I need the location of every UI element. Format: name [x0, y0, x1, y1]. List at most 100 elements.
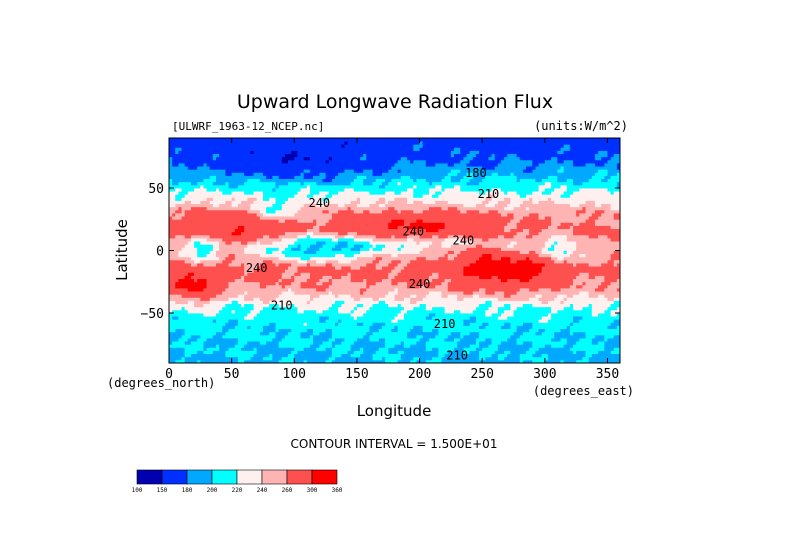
heatmap-cell — [385, 316, 389, 320]
heatmap-cell — [178, 288, 182, 292]
heatmap-cell — [250, 259, 254, 264]
heatmap-cell — [325, 253, 330, 258]
heatmap-cell — [306, 356, 311, 361]
heatmap-cell — [284, 259, 289, 264]
heatmap-cell — [469, 328, 474, 333]
heatmap-cell — [209, 256, 214, 261]
heatmap-cell — [234, 272, 239, 276]
heatmap-cell — [372, 316, 377, 320]
heatmap-cell — [360, 269, 364, 273]
heatmap-cell — [538, 263, 543, 267]
heatmap-cell — [394, 300, 399, 305]
heatmap-cell — [576, 313, 580, 317]
heatmap-cell — [338, 356, 342, 361]
heatmap-cell — [535, 266, 539, 270]
heatmap-cell — [222, 341, 226, 345]
heatmap-cell — [422, 256, 427, 261]
heatmap-cell — [334, 284, 339, 289]
heatmap-cell — [241, 338, 245, 342]
heatmap-cell — [541, 256, 546, 261]
heatmap-cell — [447, 269, 452, 273]
heatmap-cell — [175, 313, 179, 317]
heatmap-cell — [497, 356, 502, 361]
heatmap-cell — [488, 306, 492, 311]
heatmap-cell — [328, 359, 333, 364]
heatmap-cell — [234, 313, 239, 317]
heatmap-cell — [325, 291, 330, 295]
heatmap-cell — [247, 353, 251, 358]
heatmap-cell — [275, 281, 280, 286]
heatmap-cell — [541, 353, 546, 358]
heatmap-cell — [469, 253, 474, 258]
heatmap-cell — [187, 278, 192, 283]
heatmap-cell — [454, 325, 458, 330]
heatmap-cell — [441, 347, 446, 351]
heatmap-cell — [488, 356, 492, 361]
heatmap-cell — [463, 350, 467, 355]
heatmap-cell — [356, 356, 361, 361]
heatmap-cell — [369, 275, 373, 280]
heatmap-cell — [444, 353, 449, 358]
heatmap-cell — [237, 325, 242, 330]
heatmap-cell — [247, 334, 251, 339]
heatmap-cell — [403, 284, 408, 289]
heatmap-cell — [579, 316, 583, 320]
heatmap-cell — [203, 319, 207, 323]
heatmap-cell — [601, 316, 605, 320]
heatmap-cell — [291, 334, 295, 339]
heatmap-cell — [322, 259, 326, 264]
heatmap-cell — [378, 259, 383, 264]
heatmap-cell — [388, 359, 392, 364]
heatmap-cell — [369, 294, 373, 298]
heatmap-cell — [576, 353, 580, 358]
heatmap-cell — [475, 334, 480, 339]
heatmap-cell — [413, 278, 417, 283]
heatmap-cell — [601, 344, 605, 348]
heatmap-cell — [535, 256, 539, 261]
heatmap-cell — [313, 316, 317, 320]
heatmap-cell — [278, 313, 283, 317]
heatmap-cell — [206, 359, 211, 364]
heatmap-cell — [513, 319, 518, 323]
heatmap-cell — [510, 347, 514, 351]
heatmap-cell — [219, 334, 223, 339]
heatmap-cell — [212, 344, 217, 348]
heatmap-cell — [209, 284, 214, 289]
heatmap-cell — [475, 331, 480, 336]
heatmap-cell — [375, 269, 380, 273]
heatmap-cell — [325, 328, 330, 333]
heatmap-cell — [391, 297, 395, 301]
heatmap-cell — [309, 319, 314, 323]
heatmap-cell — [563, 278, 568, 283]
heatmap-cell — [529, 341, 533, 345]
heatmap-cell — [169, 353, 173, 358]
heatmap-cell — [535, 275, 539, 280]
heatmap-cell — [500, 341, 505, 345]
heatmap-cell — [256, 322, 261, 326]
heatmap-cell — [400, 272, 405, 276]
heatmap-cell — [190, 309, 195, 314]
heatmap-cell — [184, 319, 189, 323]
heatmap-cell — [557, 350, 561, 355]
heatmap-cell — [366, 356, 370, 361]
heatmap-cell — [616, 353, 621, 358]
heatmap-cell — [541, 309, 546, 314]
heatmap-cell — [209, 303, 214, 308]
heatmap-cell — [331, 344, 336, 348]
heatmap-cell — [616, 256, 621, 261]
heatmap-cell — [385, 306, 389, 311]
heatmap-cell — [206, 284, 211, 289]
heatmap-cell — [413, 253, 417, 258]
heatmap-cell — [328, 347, 333, 351]
heatmap-cell — [319, 334, 323, 339]
heatmap-cell — [331, 297, 336, 301]
heatmap-cell — [344, 347, 348, 351]
heatmap-cell — [529, 328, 533, 333]
heatmap-cell — [529, 263, 533, 267]
heatmap-cell — [275, 334, 280, 339]
heatmap-cell — [519, 263, 524, 267]
heatmap-cell — [594, 275, 599, 280]
heatmap-cell — [278, 278, 283, 283]
heatmap-cell — [413, 350, 417, 355]
heatmap-cell — [372, 341, 377, 345]
